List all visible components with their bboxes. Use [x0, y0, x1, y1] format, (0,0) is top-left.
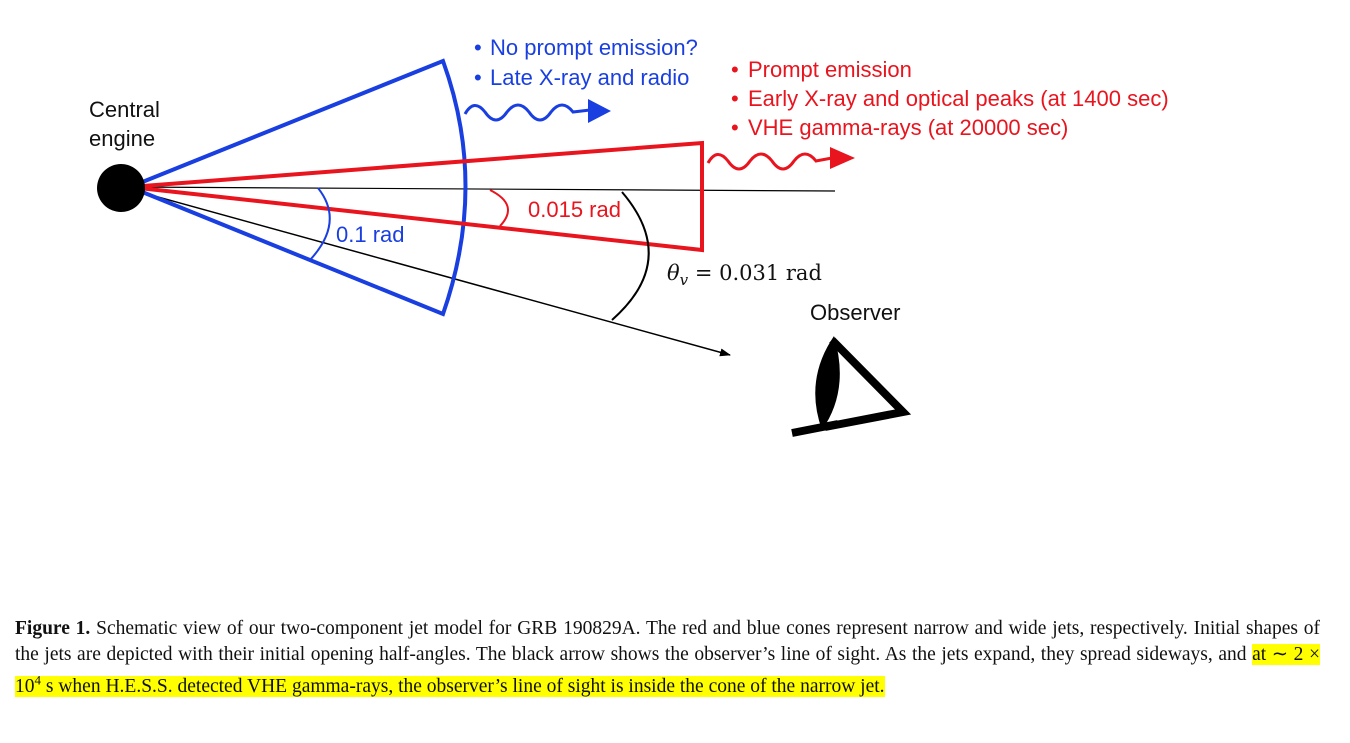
narrow-jet-emission-arrowhead: [830, 147, 855, 169]
figure-label: Figure 1.: [15, 618, 91, 639]
central-engine-label-line2: engine: [89, 126, 155, 151]
svg-text:Central engine: Central engine: [89, 97, 166, 151]
wide-jet-note-bullet-2: •: [474, 65, 482, 90]
narrow-jet-emission-wave: [706, 152, 833, 171]
observer-label: Observer: [810, 300, 900, 325]
caption-highlight-part2: s when H.E.S.S. detected VHE gamma-rays,…: [41, 675, 885, 697]
svg-text:• No prompt emission?: • No prompt emission? • Late X-ray and r…: [474, 35, 704, 90]
narrow-jet-note-2: Early X-ray and optical peaks (at 1400 s…: [748, 86, 1169, 111]
narrow-jet-note-1: Prompt emission: [748, 57, 912, 82]
viewing-angle-label: θv = 0.031 rad: [667, 261, 822, 289]
wide-jet-note-2: Late X-ray and radio: [490, 65, 689, 90]
wide-angle-label: 0.1 rad: [336, 222, 405, 247]
caption-highlight-exponent: 4: [34, 672, 42, 687]
line-of-sight-arrow: [121, 186, 731, 357]
wide-jet-note-bullet-1: •: [474, 35, 482, 60]
viewing-angle-value: = 0.031 rad: [688, 261, 822, 285]
viewing-angle-subscript: v: [680, 271, 689, 289]
two-component-jet-diagram: Central engine • No prompt emission? • L…: [89, 35, 1175, 437]
narrow-jet-cone: [129, 140, 704, 253]
svg-text:• Prompt emission •: • Prompt emission • Early X-ray and opti…: [731, 57, 1175, 140]
central-engine-label-line1: Central: [89, 97, 160, 122]
narrow-angle-arc: [489, 189, 509, 227]
central-engine-dot: [97, 164, 145, 212]
wide-angle-arc: [309, 187, 331, 261]
jet-axis-line: [121, 186, 836, 192]
narrow-jet-note-bullet-1: •: [731, 57, 739, 82]
wide-jet-cone: [124, 58, 468, 317]
wide-jet-emission-arrowhead: [588, 99, 611, 123]
narrow-jet-note-3: VHE gamma-rays (at 20000 sec): [748, 115, 1068, 140]
observer-eye-icon: [791, 336, 912, 437]
figure-caption: Figure 1. Schematic view of our two-comp…: [15, 616, 1320, 699]
narrow-jet-note-bullet-2: •: [731, 86, 739, 111]
caption-highlight-part1: at ∼ 2 × 10: [15, 643, 1320, 697]
wide-jet-emission-wave: [463, 103, 591, 122]
narrow-jet-note-bullet-3: •: [731, 115, 739, 140]
viewing-angle-arc: [611, 191, 650, 321]
viewing-angle-symbol: θ: [667, 261, 680, 285]
wide-jet-note-1: No prompt emission?: [490, 35, 698, 60]
narrow-angle-label: 0.015 rad: [528, 197, 621, 222]
caption-text: Schematic view of our two-component jet …: [15, 618, 1320, 665]
